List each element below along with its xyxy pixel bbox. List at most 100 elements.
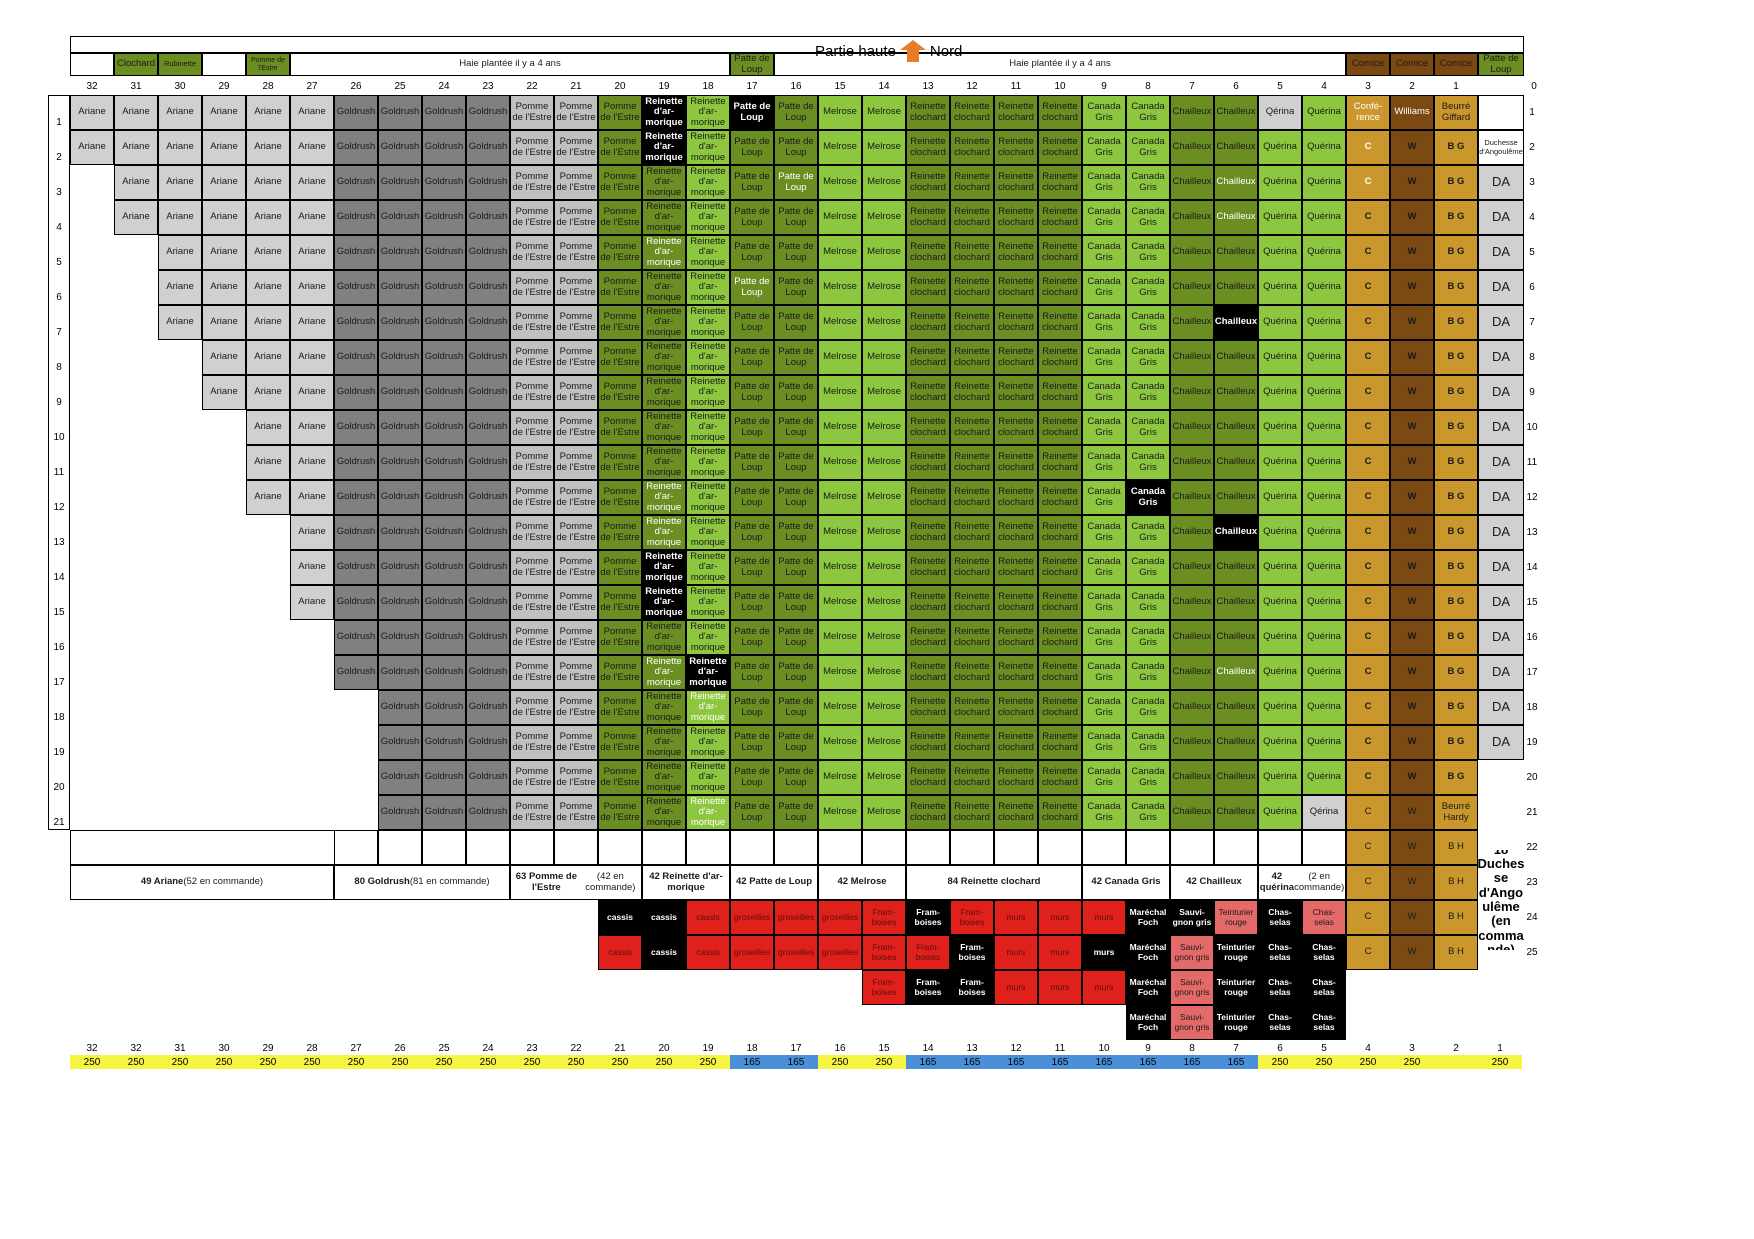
chailleux-cell: Chailleux — [1214, 725, 1258, 760]
berry-cell: murs — [1082, 900, 1126, 935]
chailleux-cell: Chailleux — [1170, 585, 1214, 620]
reinette-cell: Reinette d'ar-morique — [686, 620, 730, 655]
melrose-cell: Melrose — [818, 690, 862, 725]
row-number-right: 17 — [1526, 666, 1538, 678]
chailleux-cell: Chailleux — [1170, 515, 1214, 550]
empty-cell — [1038, 830, 1082, 865]
ariane-cell: Ariane — [290, 375, 334, 410]
reinette-clochard-cell: Reinette clochard — [994, 725, 1038, 760]
ariane-cell: Ariane — [290, 130, 334, 165]
pomme-cell: Pomme de l'Estre — [598, 655, 642, 690]
pear-cell: B G — [1434, 445, 1478, 480]
chailleux-cell: Chailleux — [1214, 200, 1258, 235]
melrose-cell: Melrose — [862, 655, 906, 690]
berry-cell: murs — [994, 900, 1038, 935]
querina-cell: Quérina — [1302, 480, 1346, 515]
patte-cell: Patte de Loup — [774, 795, 818, 830]
goldrush-cell: Goldrush — [378, 270, 422, 305]
summary-cell: 80 Goldrush (81 en commande) — [334, 865, 510, 900]
chailleux-cell: Chailleux — [1214, 235, 1258, 270]
empty-cell — [1478, 95, 1524, 130]
melrose-cell: Melrose — [862, 165, 906, 200]
reinette-clochard-cell: Reinette clochard — [906, 200, 950, 235]
goldrush-cell: Goldrush — [422, 375, 466, 410]
pomme-cell: Pomme de l'Estre — [598, 410, 642, 445]
canada-cell: Canada Gris — [1082, 585, 1126, 620]
pear-cell: Beurré Hardy — [1434, 795, 1478, 830]
row-number-right: 15 — [1526, 596, 1538, 608]
pomme-cell: Pomme de l'Estre — [510, 95, 554, 130]
reinette-clochard-cell: Reinette clochard — [1038, 235, 1082, 270]
querina-cell: Quérina — [1258, 305, 1302, 340]
ariane-cell: Ariane — [290, 165, 334, 200]
pear-cell: W — [1390, 445, 1434, 480]
querina-cell: Quérina — [1258, 585, 1302, 620]
berry-cell: Fram-boises — [862, 935, 906, 970]
row-number-right: 16 — [1526, 631, 1538, 643]
summary-cell: 42 Patte de Loup — [730, 865, 818, 900]
canada-cell: Canada Gris — [1082, 165, 1126, 200]
footer-number: 12 — [1010, 1042, 1022, 1054]
ariane-cell: Ariane — [290, 410, 334, 445]
column-number: 1 — [1453, 80, 1459, 92]
canada-cell: Canada Gris — [1082, 550, 1126, 585]
footer-number: 20 — [658, 1042, 670, 1054]
canada-cell: Canada Gris — [1126, 270, 1170, 305]
row-number-left: 9 — [56, 396, 62, 408]
pomme-cell: Pomme de l'Estre — [510, 515, 554, 550]
goldrush-cell: Goldrush — [466, 550, 510, 585]
goldrush-cell: Goldrush — [422, 760, 466, 795]
goldrush-cell: Goldrush — [466, 515, 510, 550]
row-number-right: 3 — [1529, 176, 1535, 188]
canada-cell: Canada Gris — [1126, 550, 1170, 585]
pear-cell: B G — [1434, 375, 1478, 410]
pear-cell: B G — [1434, 270, 1478, 305]
pear-cell: Beurré Giffard — [1434, 95, 1478, 130]
column-number: 23 — [482, 80, 494, 92]
reinette-clochard-cell: Reinette clochard — [950, 165, 994, 200]
canada-cell: Canada Gris — [1082, 445, 1126, 480]
footer-number: 9 — [1145, 1042, 1151, 1054]
duchesse-cell: DA — [1478, 690, 1524, 725]
row-number-right: 23 — [1526, 876, 1538, 888]
berry-cell: Fram-boises — [906, 935, 950, 970]
footer-value: 250 — [202, 1055, 246, 1069]
reinette-clochard-cell: Reinette clochard — [1038, 725, 1082, 760]
pear-cell: Confé-rence — [1346, 95, 1390, 130]
querina-cell: Quérina — [1302, 550, 1346, 585]
reinette-clochard-cell: Reinette clochard — [906, 480, 950, 515]
reinette-clochard-cell: Reinette clochard — [950, 655, 994, 690]
ariane-cell: Ariane — [246, 165, 290, 200]
chailleux-cell: Chailleux — [1170, 95, 1214, 130]
patte-cell: Patte de Loup — [774, 550, 818, 585]
row-number-left: 5 — [56, 256, 62, 268]
ariane-cell: Ariane — [290, 95, 334, 130]
querina-cell: Quérina — [1302, 620, 1346, 655]
berry-cell: Maréchal Foch — [1126, 1005, 1170, 1040]
berry-cell: Teinturier rouge — [1214, 935, 1258, 970]
left-frame — [48, 95, 70, 830]
goldrush-cell: Goldrush — [422, 130, 466, 165]
patte-cell: Patte de Loup — [730, 130, 774, 165]
empty-cell — [818, 830, 862, 865]
title-bar — [70, 36, 1524, 53]
berry-cell: Chas-selas — [1258, 900, 1302, 935]
ariane-cell: Ariane — [290, 445, 334, 480]
footer-number: 31 — [174, 1042, 186, 1054]
pear-cell: B G — [1434, 620, 1478, 655]
duchesse-cell: DA — [1478, 585, 1524, 620]
reinette-cell: Reinette d'ar-morique — [642, 480, 686, 515]
row-number-right: 8 — [1529, 351, 1535, 363]
footer-number: 15 — [878, 1042, 890, 1054]
reinette-cell: Reinette d'ar-morique — [642, 795, 686, 830]
column-number: 25 — [394, 80, 406, 92]
goldrush-cell: Goldrush — [466, 305, 510, 340]
footer-number: 7 — [1233, 1042, 1239, 1054]
berry-cell: Sauvi-gnon gris — [1170, 900, 1214, 935]
footer-value: 165 — [906, 1055, 950, 1069]
goldrush-cell: Goldrush — [422, 340, 466, 375]
row-number-left: 8 — [56, 361, 62, 373]
goldrush-cell: Goldrush — [422, 655, 466, 690]
footer-value: 165 — [950, 1055, 994, 1069]
empty-cell — [554, 830, 598, 865]
